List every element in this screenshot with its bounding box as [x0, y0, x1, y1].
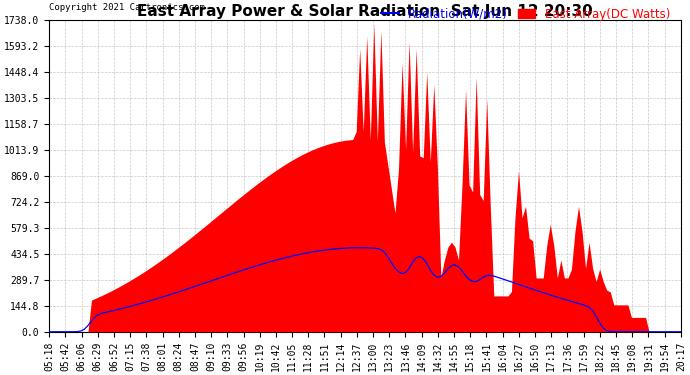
Title: East Array Power & Solar Radiation  Sat Jun 12 20:30: East Array Power & Solar Radiation Sat J…: [137, 4, 593, 19]
Legend: Radiation(W/m2), East Array(DC Watts): Radiation(W/m2), East Array(DC Watts): [377, 3, 675, 26]
Text: Copyright 2021 Cartronics.com: Copyright 2021 Cartronics.com: [49, 3, 205, 12]
